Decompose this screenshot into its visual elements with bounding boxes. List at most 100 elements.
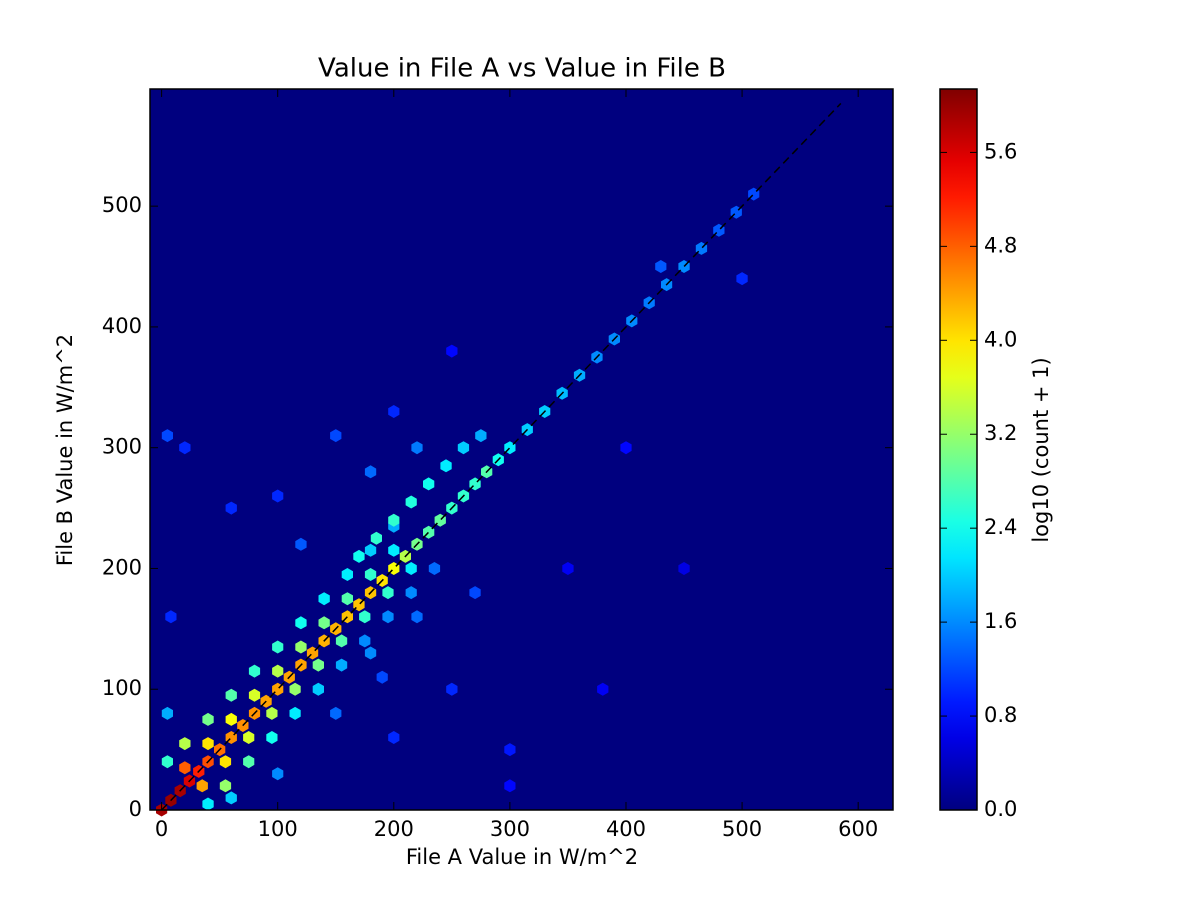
hex-cell (411, 441, 423, 455)
colorbar-tick-label: 2.4 (984, 515, 1017, 539)
y-tick-label: 300 (102, 435, 142, 459)
hex-cell (504, 779, 516, 793)
hex-cell (225, 688, 237, 702)
hex-cell (312, 658, 324, 672)
hex-cell (202, 797, 214, 811)
hex-cell (364, 568, 377, 581)
hex-cell (266, 731, 278, 744)
hex-cell (440, 459, 452, 473)
hex-cell (330, 706, 342, 720)
hex-cell (196, 779, 208, 793)
hex-cell (405, 586, 417, 600)
hex-cell (364, 646, 377, 660)
chart-title: Value in File A vs Value in File B (318, 54, 726, 84)
hex-cell (219, 779, 232, 793)
colorbar-tick-label: 4.0 (984, 327, 1017, 351)
y-tick-label: 500 (102, 193, 142, 217)
hex-cell (405, 495, 417, 509)
hex-cell (446, 682, 458, 696)
hex-cell (341, 568, 353, 581)
hex-cell (388, 513, 400, 527)
identity-line (161, 102, 842, 811)
hex-cell (359, 610, 371, 624)
hex-cell (736, 272, 748, 286)
hex-cell (219, 755, 232, 769)
hex-cell (202, 737, 214, 751)
colorbar-tick-label: 0.8 (984, 703, 1017, 727)
colorbar-tick-label: 5.6 (984, 139, 1017, 163)
x-tick-label: 100 (258, 817, 298, 841)
hex-cell (405, 562, 417, 575)
colorbar-tick-label: 0.0 (984, 797, 1017, 821)
hex-cell (161, 706, 173, 720)
hex-cell (655, 260, 667, 273)
hex-cell (388, 405, 400, 418)
x-tick-label: 500 (722, 817, 762, 841)
x-tick-label: 0 (155, 817, 168, 841)
hex-cell (382, 586, 394, 600)
hex-cell (225, 712, 237, 726)
hex-cell (272, 767, 284, 781)
colorbar-tick-label: 1.6 (984, 609, 1017, 633)
hex-cell (504, 743, 516, 757)
hex-cell (179, 441, 191, 455)
hex-cell (295, 616, 307, 630)
hex-cell (312, 682, 324, 696)
hex-cell (376, 670, 388, 684)
hex-cell (364, 465, 377, 479)
hex-cell (289, 706, 301, 720)
y-tick-label: 0 (129, 797, 142, 821)
hex-cell (272, 640, 284, 654)
hex-cell (353, 549, 365, 563)
hex-cell (335, 658, 348, 672)
hex-cell (161, 429, 173, 443)
hex-cell (475, 429, 487, 443)
hex-cell (272, 489, 284, 503)
hex-cell (225, 791, 237, 805)
hex-cell (289, 682, 301, 696)
hex-cell (469, 586, 481, 600)
hex-cell (179, 761, 191, 775)
hex-cell (272, 664, 284, 678)
hex-cell (370, 531, 382, 545)
hex-cell (248, 664, 261, 678)
hex-cell (266, 706, 278, 720)
y-axis-label: File B Value in W/m^2 (53, 334, 77, 566)
hex-cell (388, 543, 400, 557)
hex-cell (446, 344, 458, 358)
hex-cell (388, 731, 400, 744)
hex-cell (248, 688, 261, 702)
hex-cell (382, 610, 394, 624)
hex-cell (165, 610, 177, 624)
hex-cell (295, 640, 307, 654)
hex-cell (295, 537, 307, 551)
hex-cell (243, 731, 255, 744)
hex-cell (428, 562, 441, 575)
hex-cell (243, 755, 255, 769)
hex-cell (318, 592, 330, 606)
x-tick-label: 600 (838, 817, 878, 841)
hex-cell (597, 682, 609, 696)
overlay (161, 102, 842, 811)
y-tick-label: 100 (102, 676, 142, 700)
hex-cell (318, 616, 330, 630)
x-axis-label: File A Value in W/m^2 (406, 845, 638, 869)
hex-cell (161, 755, 173, 769)
hex-cell (330, 429, 342, 443)
colorbar-label: log10 (count + 1) (1029, 357, 1053, 542)
hex-cell (335, 634, 348, 648)
hex-cell (225, 501, 237, 515)
hex-cells (156, 187, 760, 817)
hex-cell (179, 737, 191, 751)
hex-cell (202, 712, 214, 726)
x-tick-label: 300 (490, 817, 530, 841)
colorbar-tick-label: 4.8 (984, 233, 1017, 257)
x-tick-label: 200 (374, 817, 414, 841)
x-tick-label: 400 (606, 817, 646, 841)
hex-cell (678, 562, 690, 575)
hex-cell (359, 634, 371, 648)
hex-cell (364, 543, 377, 557)
hex-cell (411, 610, 423, 624)
y-tick-label: 400 (102, 314, 142, 338)
